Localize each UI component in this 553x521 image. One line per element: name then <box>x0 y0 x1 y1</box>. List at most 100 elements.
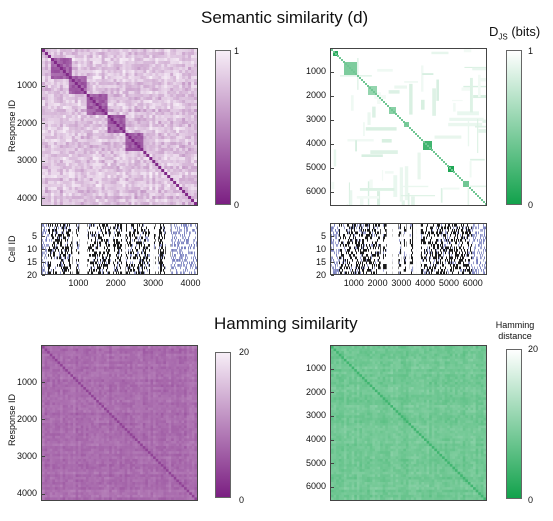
raster-mark <box>55 266 56 270</box>
semantic-cell <box>161 190 165 194</box>
raster-mark <box>126 259 127 262</box>
raster-mark <box>386 266 387 270</box>
semantic-cell <box>182 76 186 80</box>
raster-mark <box>159 241 160 245</box>
raster-mark <box>103 259 104 262</box>
semantic-cell <box>113 178 117 182</box>
semantic-cell <box>125 157 129 161</box>
semantic-cell <box>56 124 61 128</box>
semantic-cell <box>191 169 195 173</box>
semantic-cell <box>59 109 64 113</box>
semantic-cell <box>182 97 186 101</box>
semantic-cell <box>152 154 156 158</box>
semantic-cell <box>74 52 79 56</box>
semantic-cell <box>191 82 195 86</box>
semantic-cell <box>71 139 76 143</box>
djs-diagonal <box>485 203 486 205</box>
semantic-cell <box>143 91 147 95</box>
semantic-cell <box>80 106 85 110</box>
semantic-cell <box>164 115 168 119</box>
raster-mark <box>356 246 357 250</box>
raster-mark <box>193 241 194 245</box>
semantic-cell <box>149 100 153 104</box>
semantic-cell <box>89 109 94 113</box>
semantic-cell <box>77 130 82 134</box>
semantic-cell <box>194 160 197 164</box>
raster-mark <box>54 229 55 232</box>
semantic-heatmap <box>41 48 198 206</box>
semantic-cell <box>110 193 114 197</box>
semantic-cell <box>119 67 123 71</box>
raster-mark <box>353 234 354 237</box>
djs-streak <box>482 119 486 123</box>
raster-mark <box>364 249 365 252</box>
raster-mark <box>376 251 377 255</box>
semantic-cell <box>50 148 55 152</box>
semantic-cell <box>155 199 159 203</box>
semantic-cell <box>119 70 123 74</box>
semantic-cell <box>74 193 79 197</box>
raster-mark <box>108 239 109 242</box>
raster-mark <box>144 239 145 242</box>
raster-mark <box>137 231 138 235</box>
raster-mark <box>107 239 108 242</box>
semantic-cell <box>98 148 103 152</box>
semantic-cell <box>92 103 97 107</box>
semantic-cell <box>71 55 76 59</box>
semantic-cell <box>98 97 103 101</box>
semantic-cell <box>149 124 153 128</box>
semantic-cell <box>95 151 100 155</box>
semantic-cell <box>167 58 171 62</box>
semantic-cell <box>122 196 126 200</box>
semantic-cell <box>47 142 52 146</box>
semantic-cell <box>158 160 162 164</box>
semantic-cell <box>83 169 88 173</box>
raster-mark <box>180 229 181 232</box>
semantic-cell <box>185 148 189 152</box>
raster-mark <box>165 231 166 235</box>
raster-mark <box>348 231 349 235</box>
semantic-cell <box>131 73 135 77</box>
semantic-cell <box>182 79 186 83</box>
semantic-cell <box>116 94 120 98</box>
semantic-cell <box>128 196 132 200</box>
raster-mark <box>163 251 164 255</box>
semantic-cell <box>86 178 91 182</box>
semantic-cell <box>155 121 159 125</box>
raster-mark <box>339 256 340 260</box>
raster-mark <box>341 251 342 255</box>
semantic-cell <box>134 160 138 164</box>
semantic-cell <box>191 64 195 68</box>
semantic-cell <box>42 175 46 179</box>
raster-mark <box>97 264 98 267</box>
semantic-cell <box>158 100 162 104</box>
djs-diagonal <box>357 75 359 77</box>
semantic-cell <box>56 115 61 119</box>
semantic-cell <box>158 97 162 101</box>
semantic-cell <box>161 55 165 59</box>
semantic-cell <box>86 172 91 176</box>
semantic-cell <box>113 115 117 119</box>
raster-mark <box>362 231 363 235</box>
raster-mark <box>67 246 68 250</box>
semantic-cell <box>131 127 135 131</box>
raster-mark <box>405 266 406 270</box>
raster-mark <box>349 236 350 240</box>
raster-mark <box>385 254 386 257</box>
raster-mark <box>68 269 69 272</box>
djs-diagonal <box>451 169 453 171</box>
raster-mark <box>89 269 90 272</box>
semantic-cell <box>92 121 97 125</box>
raster-mark <box>138 271 139 274</box>
raster-mark <box>334 224 335 227</box>
semantic-cell <box>107 55 111 59</box>
raster-mark <box>137 256 138 260</box>
raster-mark <box>165 244 166 247</box>
semantic-cell <box>104 184 108 188</box>
raster-mark <box>128 244 129 247</box>
semantic-cell <box>62 178 67 182</box>
semantic-cell <box>44 52 49 56</box>
raster-mark <box>369 226 370 230</box>
raster-mark <box>164 229 165 232</box>
raster-mark <box>399 239 400 242</box>
